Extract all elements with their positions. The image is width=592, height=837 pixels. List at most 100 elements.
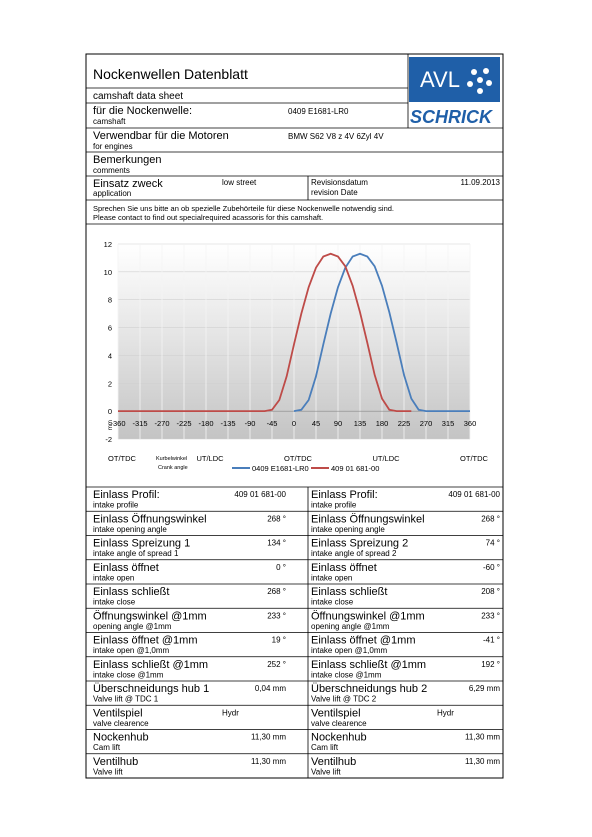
cell-sublabel: intake close @1mm — [311, 670, 382, 679]
cell-label: Einlass öffnet — [93, 562, 159, 574]
field-label: Verwendbar für die Motoren — [93, 130, 229, 142]
x-tick-label: -225 — [176, 419, 191, 428]
phase-label: OT/TDC — [284, 454, 312, 463]
cell-sublabel: intake opening angle — [311, 525, 385, 534]
field-value: 11.09.2013 — [461, 178, 501, 187]
cell-label: Einlass schließt @1mm — [311, 659, 426, 671]
cell-label: Einlass schließt — [311, 586, 387, 598]
cell-label: Öffnungswinkel @1mm — [93, 610, 207, 622]
x-tick-label: 225 — [398, 419, 411, 428]
y-tick-label: 4 — [108, 351, 112, 360]
cell-sublabel: Valve lift — [93, 767, 123, 776]
x-tick-label: -135 — [220, 419, 235, 428]
cell-label: Einlass Öffnungswinkel — [93, 513, 207, 525]
x-tick-label: 270 — [420, 419, 433, 428]
cell-value: 233 ° — [267, 611, 286, 620]
series-line — [293, 252, 470, 413]
logo-top: AVL — [420, 67, 460, 92]
cell-sublabel: valve clearence — [93, 719, 149, 728]
cell-sublabel: opening angle @1mm — [311, 622, 390, 631]
cell-label: Ventilhub — [311, 756, 356, 768]
field-label: Bemerkungen — [93, 154, 162, 166]
cell-label: Nockenhub — [311, 732, 367, 744]
cell-label: Ventilspiel — [311, 707, 361, 719]
cell-value: 208 ° — [481, 587, 500, 596]
cell-label: Nockenhub — [93, 732, 149, 744]
subtitle: camshaft data sheet — [93, 91, 183, 102]
cell-label: Ventilspiel — [93, 707, 143, 719]
note: Please contact to find out specialrequir… — [93, 213, 323, 222]
cell-label: Einlass öffnet @1mm — [93, 635, 198, 647]
x-axis-label: Kurbelwinkel — [156, 456, 187, 462]
cell-label: Einlass öffnet — [311, 562, 377, 574]
cell-label: Einlass schließt @1mm — [93, 659, 208, 671]
sheet-border — [85, 53, 504, 779]
cell-sublabel: Valve lift @ TDC 2 — [311, 695, 377, 704]
cell-value: 11,30 mm — [251, 733, 286, 742]
field-label: für die Nockenwelle: — [93, 105, 192, 117]
cell-value: 192 ° — [481, 660, 500, 669]
cell-value: 268 ° — [267, 514, 286, 523]
y-tick-label: 2 — [108, 379, 112, 388]
cell-value: 11,30 mm — [251, 757, 286, 766]
cell-sublabel: Valve lift @ TDC 1 — [93, 695, 159, 704]
x-tick-label: -45 — [267, 419, 278, 428]
field-value: low street — [222, 178, 257, 187]
cell-sublabel: intake close — [93, 598, 136, 607]
x-tick-label: -180 — [198, 419, 213, 428]
x-tick-label: 45 — [312, 419, 320, 428]
field-sublabel: revision Date — [311, 188, 358, 197]
cell-value: 409 01 681-00 — [448, 490, 500, 499]
cell-label: Überschneidungs hub 1 — [93, 683, 209, 695]
cell-sublabel: valve clearence — [311, 719, 367, 728]
cell-value: 74 ° — [486, 539, 500, 548]
cell-label: Einlass schließt — [93, 586, 169, 598]
legend-label: 0409 E1681-LR0 — [252, 464, 309, 473]
cell-value: Hydr — [437, 708, 454, 717]
cell-sublabel: intake open @1,0mm — [311, 646, 387, 655]
cell-sublabel: intake open @1,0mm — [93, 646, 169, 655]
y-axis-label: mm — [108, 420, 114, 430]
x-axis-label-en: Crank angle — [158, 465, 188, 471]
cell-value: 11,30 mm — [465, 757, 500, 766]
logo-dots — [467, 68, 492, 94]
logo-bottom: SCHRICK — [410, 107, 494, 127]
x-tick-label: -270 — [154, 419, 169, 428]
y-tick-label: 8 — [108, 296, 112, 305]
cell-value: 134 ° — [267, 539, 286, 548]
field-sublabel: camshaft — [93, 117, 126, 126]
phase-label: UT/LDC — [196, 454, 224, 463]
x-tick-label: 90 — [334, 419, 342, 428]
field-sublabel: for engines — [93, 142, 133, 151]
cell-value: 19 ° — [272, 636, 286, 645]
cell-label: Einlass Spreizung 2 — [311, 538, 408, 550]
cell-sublabel: intake open — [93, 573, 134, 582]
cell-value: 252 ° — [267, 660, 286, 669]
cell-label: Einlass öffnet @1mm — [311, 635, 416, 647]
x-tick-label: -90 — [245, 419, 256, 428]
cell-sublabel: intake close — [311, 598, 354, 607]
cell-value: -41 ° — [483, 636, 500, 645]
cell-sublabel: Valve lift — [311, 767, 341, 776]
cell-label: Einlass Öffnungswinkel — [311, 513, 425, 525]
field-sublabel: application — [93, 189, 131, 198]
title: Nockenwellen Datenblatt — [93, 66, 248, 82]
field-label: Einsatz zweck — [93, 178, 163, 190]
logo-box — [409, 57, 500, 102]
cell-sublabel: intake angle of spread 1 — [93, 549, 179, 558]
phase-label: UT/LDC — [372, 454, 400, 463]
cell-label: Ventilhub — [93, 756, 138, 768]
cell-value: 409 01 681-00 — [234, 490, 286, 499]
cell-label: Öffnungswinkel @1mm — [311, 610, 425, 622]
cell-label: Einlass Profil: — [93, 489, 160, 501]
cell-value: 0 ° — [276, 563, 286, 572]
cell-sublabel: intake angle of spread 2 — [311, 549, 397, 558]
legend-label: 409 01 681-00 — [331, 464, 379, 473]
cell-sublabel: Cam lift — [93, 743, 121, 752]
x-tick-label: -360 — [110, 419, 125, 428]
x-tick-label: 360 — [464, 419, 477, 428]
cell-value: Hydr — [222, 708, 239, 717]
cell-value: -60 ° — [483, 563, 500, 572]
